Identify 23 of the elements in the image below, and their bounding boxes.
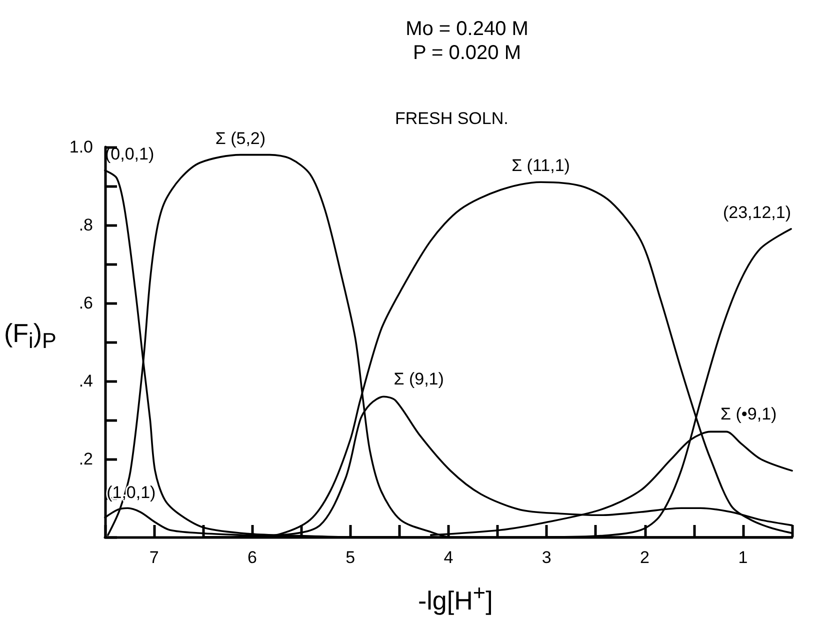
series-label: (0,0,1) — [105, 144, 154, 164]
x-tick-label: 7 — [149, 548, 159, 567]
series-label: Σ (•9,1) — [720, 404, 777, 424]
x-tick-label: 5 — [346, 548, 356, 567]
x-tick-label: 3 — [542, 548, 552, 567]
x-tick-label: 2 — [640, 548, 650, 567]
text: FRESH SOLN. — [395, 109, 508, 128]
x-tick-label: 4 — [444, 548, 454, 567]
y-tick-label: .6 — [78, 294, 93, 312]
series-label: Σ (11,1) — [512, 156, 570, 176]
x-tick-label: 6 — [247, 548, 257, 567]
chart-subtitle: P = 0.020 M — [412, 42, 522, 64]
y-axis-title: (F$_{i}$)$_{P}$ — [4, 318, 56, 354]
y-tick-label: .8 — [78, 216, 93, 234]
series-label: (23,12,1) — [722, 202, 792, 222]
y-tick-label: 1.0 — [69, 138, 93, 156]
x-tick-label: 1 — [738, 548, 748, 567]
chart-title: Mo = 0.240 M — [406, 18, 528, 40]
x-axis-title: -lg[H$^{+}$] — [418, 580, 493, 617]
y-tick-label: .2 — [78, 450, 93, 468]
y-tick-label: .4 — [78, 372, 93, 390]
series-label: Σ (5,2) — [215, 128, 266, 148]
series-label: Σ (9,1) — [394, 370, 444, 389]
